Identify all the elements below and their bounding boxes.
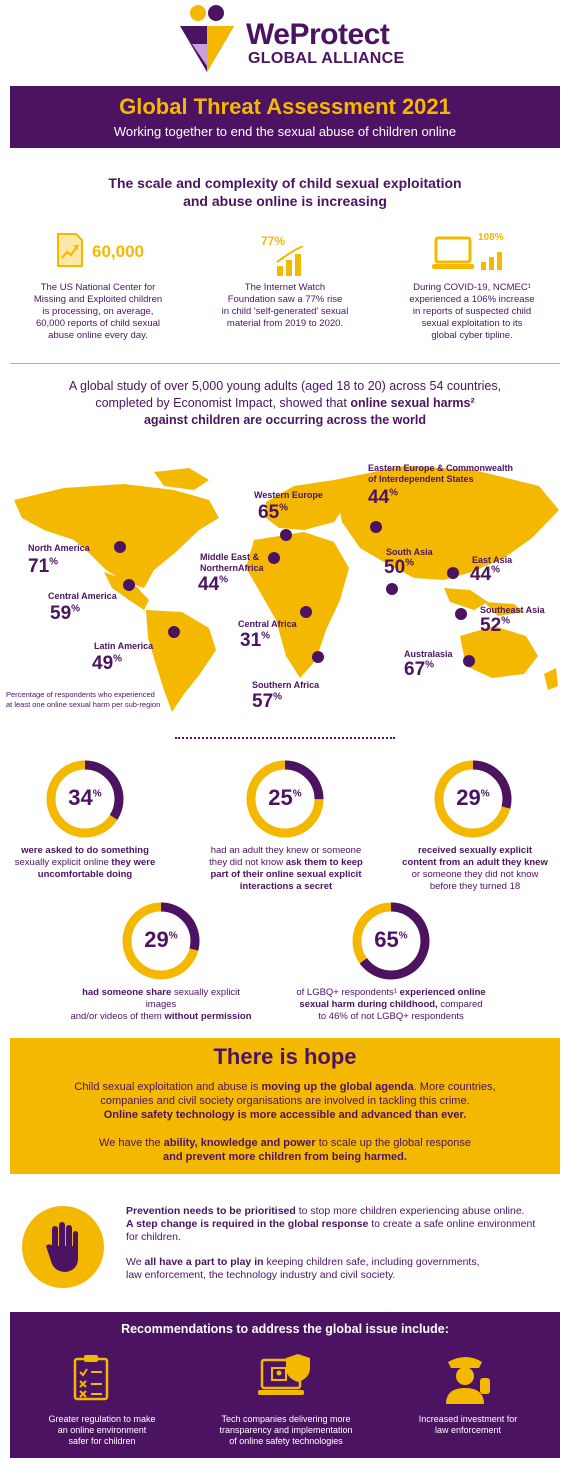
ring-caption: had someone share sexually explicit imag…: [70, 987, 252, 1022]
region-value: 71%: [28, 556, 59, 577]
ring-value: 29%: [456, 785, 490, 810]
region-value: 49%: [92, 653, 123, 674]
rec-regulation: Greater regulation to make an online env…: [48, 1414, 156, 1446]
ring-caption: had an adult they knew or someone they d…: [209, 845, 363, 892]
small-bars-icon: [481, 252, 502, 270]
marker-middle-east: [268, 552, 280, 564]
region-label: Central Africa: [238, 619, 297, 629]
ring-fill: [246, 760, 324, 838]
region-label: Central America: [48, 591, 117, 601]
ring-stat-65: 65%: [350, 900, 432, 982]
progress-ring: [122, 902, 200, 980]
police-officer-icon: [446, 1357, 490, 1404]
world-map-shape: [14, 466, 559, 712]
marker-north-america: [114, 541, 126, 553]
region-value: 50%: [384, 557, 415, 578]
region-label: Southern Africa: [252, 680, 320, 690]
ring-stat-34: 34%: [44, 758, 126, 840]
hope-paragraph-1: Child sexual exploitation and abuse is m…: [74, 1081, 496, 1121]
region-label: Southeast Asia: [480, 605, 545, 615]
logo-subname: GLOBAL ALLIANCE: [248, 50, 405, 67]
stat-figure: 77%: [261, 234, 286, 248]
ring-fill: [46, 760, 124, 838]
logo: WeProtect GLOBAL ALLIANCE: [178, 4, 408, 76]
recommendations-title: Recommendations to address the global is…: [121, 1322, 449, 1336]
hope-section: There is hope Child sexual exploitation …: [10, 1038, 560, 1174]
ring-value: 65%: [374, 927, 408, 952]
ring-caption: were asked to do something sexually expl…: [14, 845, 156, 880]
region-value: 57%: [252, 691, 283, 712]
stat-figure: 108%: [478, 232, 504, 243]
laptop-icon: [432, 236, 474, 269]
marker-australasia: [463, 655, 475, 667]
page-subtitle: Working together to end the sexual abuse…: [113, 124, 457, 139]
ring-caption: of LGBQ+ respondents¹ experienced online…: [296, 987, 486, 1022]
region-label: Western Europe: [254, 490, 323, 500]
marker-south-asia: [386, 583, 398, 595]
stat-figure: 60,000: [92, 242, 144, 261]
ring-stat-25: 25%: [244, 758, 326, 840]
region-value: 44%: [198, 574, 229, 595]
ring-fill: [122, 902, 200, 980]
ring-value: 29%: [144, 927, 178, 952]
section-divider: [10, 363, 560, 364]
progress-ring: [352, 902, 430, 980]
region-value: 44%: [368, 487, 399, 508]
stop-hand-icon: [46, 1222, 78, 1272]
ring-value: 34%: [68, 785, 102, 810]
ring-value: 25%: [268, 785, 302, 810]
region-value: 59%: [50, 603, 81, 624]
marker-central-africa: [300, 606, 312, 618]
checklist-icon: [73, 1355, 109, 1401]
rec-tech-companies: Tech companies delivering more transpare…: [219, 1414, 353, 1446]
rising-bars-icon: [276, 246, 304, 276]
region-label: Middle East & NorthernAfrica: [200, 552, 264, 573]
ring-fill: [352, 902, 430, 980]
region-value: 52%: [480, 615, 511, 636]
marker-southeast-asia: [455, 608, 467, 620]
marker-western-europe: [280, 529, 292, 541]
region-label: East Asia: [472, 555, 513, 565]
region-value: 67%: [404, 659, 435, 680]
rec-law-enforcement: Increased investment for law enforcement: [418, 1414, 518, 1435]
laptop-shield-icon: [258, 1354, 310, 1395]
region-markers: [114, 521, 475, 667]
ring-fill: [434, 760, 512, 838]
stop-hand-badge: [22, 1206, 104, 1288]
ring-stat-29b: 29%: [120, 900, 202, 982]
marker-central-america: [123, 579, 135, 591]
recommendations-section: Recommendations to address the global is…: [10, 1312, 560, 1458]
marker-southern-africa: [312, 651, 324, 663]
world-map: North America 71% Central America 59% La…: [4, 460, 564, 715]
progress-ring: [246, 760, 324, 838]
region-label: Latin America: [94, 641, 154, 651]
map-note: Percentage of respondents who experience…: [6, 690, 161, 709]
study-intro: A global study of over 5,000 young adult…: [68, 379, 502, 427]
hope-title: There is hope: [213, 1044, 357, 1069]
region-label: North America: [28, 543, 90, 553]
ring-stat-29a: 29%: [432, 758, 514, 840]
scale-heading: The scale and complexity of child sexual…: [108, 175, 462, 209]
region-value: 44%: [470, 564, 501, 585]
progress-ring: [46, 760, 124, 838]
region-label: Australasia: [404, 649, 453, 659]
hope-paragraph-2: We have the ability, knowledge and power…: [99, 1137, 471, 1163]
progress-ring: [434, 760, 512, 838]
header-banner: Global Threat Assessment 2021 Working to…: [10, 86, 560, 148]
marker-latin-america: [168, 626, 180, 638]
report-chart-icon: [57, 233, 83, 267]
region-label: Eastern Europe & Commonwealth of Interde…: [368, 463, 514, 484]
region-value: 65%: [258, 502, 289, 523]
page-title: Global Threat Assessment 2021: [119, 94, 451, 119]
region-label: South Asia: [386, 547, 433, 557]
dotted-divider: [175, 737, 395, 739]
region-value: 31%: [240, 630, 271, 651]
ring-caption: received sexually explicit content from …: [402, 845, 548, 892]
marker-eastern-europe: [370, 521, 382, 533]
logo-name: WeProtect: [246, 18, 390, 51]
prevention-text: Prevention needs to be prioritised to st…: [126, 1205, 536, 1281]
marker-east-asia: [447, 567, 459, 579]
alliance-logo-icon: [180, 5, 234, 72]
